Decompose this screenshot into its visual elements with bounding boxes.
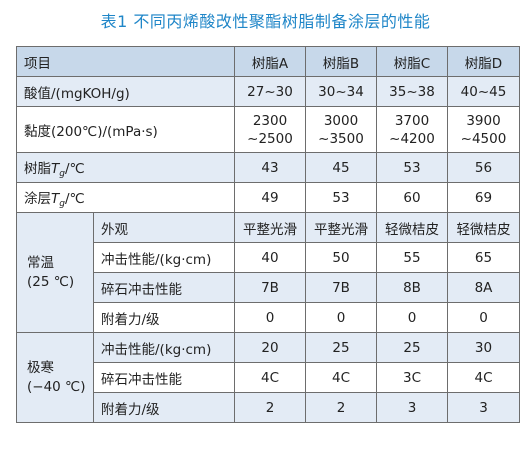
row-normal-impact: 冲击性能/(kg·cm) 40 50 55 65 — [17, 242, 520, 273]
cell: 50 — [305, 242, 377, 273]
cell: 60 — [376, 182, 448, 213]
cell: 0 — [234, 302, 306, 333]
label-symbol: T — [51, 190, 60, 207]
cell: 3 — [447, 392, 520, 423]
label-unit: /℃ — [64, 190, 85, 207]
row-acid-value: 酸值/(mgKOH/g) 27~30 30~34 35~38 40~45 — [16, 76, 520, 107]
group-title: 常温 — [27, 254, 54, 271]
cell: 3000 ~3500 — [305, 106, 377, 153]
cell: 平整光滑 — [305, 212, 377, 243]
cell: 0 — [447, 302, 520, 333]
row-label: 树脂Tg/℃ — [16, 152, 235, 183]
row-label: 附着力/级 — [93, 392, 235, 423]
row-normal-appearance: 常温 (25 ℃) 外观 平整光滑 平整光滑 轻微桔皮 轻微桔皮 — [16, 212, 520, 333]
cell: 30 — [447, 332, 520, 363]
row-cold-adhesion: 附着力/级 2 2 3 3 — [17, 392, 520, 423]
row-label: 黏度(200℃)/(mPa·s) — [16, 106, 235, 153]
row-label: 碎石冲击性能 — [93, 272, 235, 303]
cell: 0 — [305, 302, 377, 333]
cell: 27~30 — [234, 76, 306, 107]
cell: 69 — [447, 182, 520, 213]
cell: 56 — [447, 152, 520, 183]
row-normal-adhesion: 附着力/级 0 0 0 0 — [17, 302, 520, 333]
group-normal-temp: 常温 (25 ℃) — [16, 212, 94, 333]
label-text: 涂层 — [24, 190, 51, 207]
cell-line: ~2500 — [247, 130, 293, 147]
cell: 25 — [305, 332, 377, 363]
cell: 轻微桔皮 — [376, 212, 448, 243]
cell: 40 — [234, 242, 306, 273]
cell-line: ~4500 — [460, 130, 507, 147]
cell: 53 — [376, 152, 448, 183]
label-unit: /℃ — [64, 160, 85, 177]
cell: 2 — [234, 392, 306, 423]
label-symbol: T — [51, 160, 60, 177]
cell: 3 — [376, 392, 448, 423]
label-subscript: g — [59, 198, 65, 209]
cell: 3700 ~4200 — [376, 106, 448, 153]
cell: 8A — [447, 272, 520, 303]
row-label: 冲击性能/(kg·cm) — [93, 242, 235, 273]
row-cold-gravel: 碎石冲击性能 4C 4C 3C 4C — [17, 362, 520, 393]
cell: 65 — [447, 242, 520, 273]
cell: 7B — [234, 272, 306, 303]
cell: 8B — [376, 272, 448, 303]
cell: 49 — [234, 182, 306, 213]
performance-table: 项目 树脂A 树脂B 树脂C 树脂D 酸值/(mgKOH/g) 27~30 30… — [16, 46, 520, 423]
row-label: 附着力/级 — [93, 302, 235, 333]
cell: 0 — [376, 302, 448, 333]
cell: 3900 ~4500 — [447, 106, 520, 153]
row-cold-impact: 极寒 (−40 ℃) 冲击性能/(kg·cm) 20 25 25 30 — [16, 332, 520, 423]
row-label: 碎石冲击性能 — [93, 362, 235, 393]
cell: 35~38 — [376, 76, 448, 107]
row-label: 冲击性能/(kg·cm) — [93, 332, 235, 363]
cell: 平整光滑 — [234, 212, 306, 243]
cell: 7B — [305, 272, 377, 303]
cell: 2 — [305, 392, 377, 423]
row-resin-tg: 树脂Tg/℃ 43 45 53 56 — [16, 152, 520, 183]
header-resin-c: 树脂C — [376, 46, 448, 77]
row-normal-gravel: 碎石冲击性能 7B 7B 8B 8A — [17, 272, 520, 303]
group-extreme-cold: 极寒 (−40 ℃) — [16, 332, 94, 423]
cell-line: 2300 — [252, 112, 288, 129]
cell: 55 — [376, 242, 448, 273]
cell-line: 3700 — [394, 112, 430, 129]
cell: 53 — [305, 182, 377, 213]
cell: 轻微桔皮 — [447, 212, 520, 243]
cell-line: ~4200 — [389, 130, 435, 147]
header-row: 项目 树脂A 树脂B 树脂C 树脂D — [16, 46, 520, 77]
cell: 30~34 — [305, 76, 377, 107]
row-coating-tg: 涂层Tg/℃ 49 53 60 69 — [16, 182, 520, 213]
group-condition: (−40 ℃) — [27, 378, 86, 395]
cell-line: 3900 — [466, 112, 501, 129]
group-title: 极寒 — [27, 359, 54, 376]
cell: 4C — [447, 362, 520, 393]
row-label: 外观 — [93, 212, 235, 243]
cell: 3C — [376, 362, 448, 393]
cell: 4C — [234, 362, 306, 393]
header-item: 项目 — [16, 46, 235, 77]
label-subscript: g — [59, 168, 65, 179]
row-label: 涂层Tg/℃ — [16, 182, 235, 213]
cell: 2300 ~2500 — [234, 106, 306, 153]
header-resin-d: 树脂D — [447, 46, 520, 77]
cell: 4C — [305, 362, 377, 393]
row-label: 酸值/(mgKOH/g) — [16, 76, 235, 107]
cell-line: ~3500 — [318, 130, 364, 147]
cell: 43 — [234, 152, 306, 183]
cell: 40~45 — [447, 76, 520, 107]
row-viscosity: 黏度(200℃)/(mPa·s) 2300 ~2500 3000 ~3500 370… — [16, 106, 520, 153]
cell: 25 — [376, 332, 448, 363]
header-resin-a: 树脂A — [234, 46, 306, 77]
table-caption: 表1 不同丙烯酸改性聚酯树脂制备涂层的性能 — [100, 12, 431, 31]
cell: 20 — [234, 332, 306, 363]
cell: 45 — [305, 152, 377, 183]
group-condition: (25 ℃) — [27, 273, 75, 290]
cell-line: 3000 — [323, 112, 359, 129]
label-text: 树脂 — [24, 160, 51, 177]
header-resin-b: 树脂B — [305, 46, 377, 77]
